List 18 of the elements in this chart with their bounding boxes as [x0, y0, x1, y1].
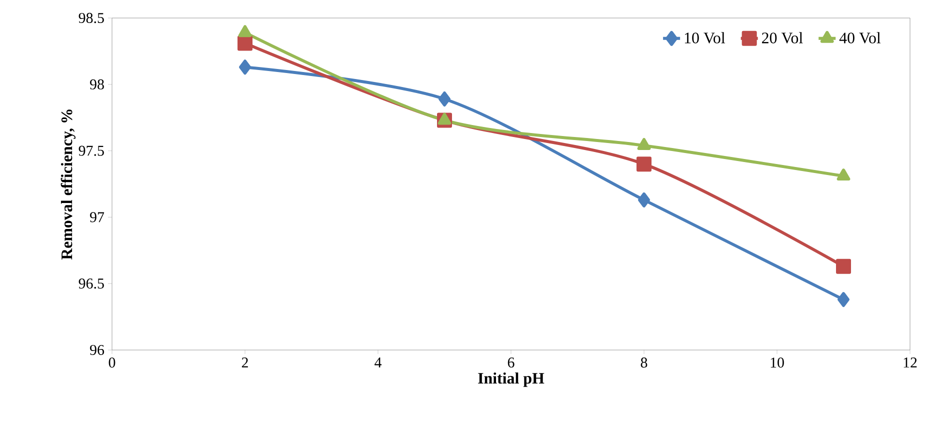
- legend-label: 40 Vol: [839, 32, 881, 44]
- y-tick-label: 97: [90, 212, 104, 222]
- x-tick-label: 12: [904, 358, 917, 368]
- x-tick-label: 6: [508, 358, 514, 368]
- y-tick-label: 96.5: [78, 278, 104, 289]
- y-tick-label: 96: [90, 344, 104, 356]
- x-axis-title: Initial pH: [478, 372, 544, 387]
- x-tick-label: 10: [770, 358, 784, 368]
- y-tick-label: 98: [90, 79, 104, 90]
- y-axis-title: Removal efficiency, %: [60, 110, 76, 260]
- legend-label: 10 Vol: [684, 32, 726, 44]
- y-tick-label: 98.5: [78, 12, 104, 24]
- y-tick-label: 97.5: [78, 146, 104, 156]
- x-tick-label: 8: [640, 358, 648, 368]
- x-tick-label: 0: [108, 358, 116, 368]
- x-tick-label: 4: [374, 358, 382, 368]
- legend-label: 20 Vol: [762, 32, 803, 44]
- x-tick-label: 2: [242, 358, 248, 368]
